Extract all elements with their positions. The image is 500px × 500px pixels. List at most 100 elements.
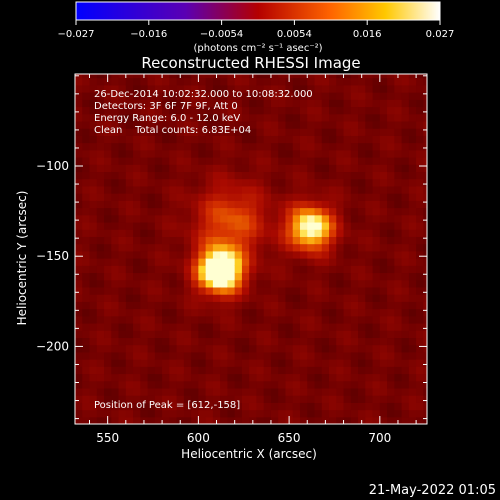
heatmap-cell [96, 200, 105, 209]
heatmap-cell [307, 128, 316, 136]
heatmap-cell [314, 128, 323, 136]
heatmap-cell [154, 164, 163, 173]
heatmap-cell [358, 279, 366, 288]
heatmap-cell [387, 409, 395, 418]
heatmap-cell [125, 308, 134, 317]
heatmap-cell [140, 178, 149, 187]
heatmap-cell [125, 221, 134, 230]
heatmap-cell [299, 416, 308, 424]
plot-frame [74, 73, 428, 425]
heatmap-cell [118, 351, 127, 360]
heatmap-cell [249, 113, 258, 122]
heatmap-cell [162, 243, 170, 252]
heatmap-cell [256, 337, 265, 346]
heatmap-cell [314, 402, 323, 411]
heatmap-cell [176, 193, 185, 201]
heatmap-cell [147, 359, 156, 367]
heatmap-cell [176, 135, 185, 144]
heatmap-cell [256, 99, 265, 108]
heatmap-cell [183, 416, 192, 424]
heatmap-cell [321, 142, 330, 151]
heatmap-cell [133, 409, 141, 418]
heatmap-cell [423, 322, 427, 331]
heatmap-cell [408, 74, 417, 79]
heatmap-cell [343, 171, 352, 180]
heatmap-cell [394, 128, 403, 136]
heatmap-cell [234, 200, 243, 209]
heatmap-cell [75, 120, 83, 129]
heatmap-cell [104, 387, 112, 396]
heatmap-cell [234, 395, 243, 403]
heatmap-cell [278, 221, 287, 230]
heatmap-cell [234, 171, 243, 180]
heatmap-cell [249, 221, 258, 230]
heatmap-cell [183, 207, 192, 216]
heatmap-cell [387, 221, 395, 230]
heatmap-cell [220, 359, 229, 367]
heatmap-cell [191, 207, 199, 216]
heatmap-cell [205, 330, 214, 339]
heatmap-cell [299, 178, 308, 187]
heatmap-cell [220, 373, 229, 382]
heatmap-cell [96, 84, 105, 93]
heatmap-cell [299, 279, 308, 288]
heatmap-cell [292, 92, 301, 100]
heatmap-cell [82, 416, 91, 424]
heatmap-cell [169, 142, 178, 151]
heatmap-cell [292, 387, 301, 396]
heatmap-cell [176, 178, 185, 187]
heatmap-cell [169, 265, 178, 274]
heatmap-cell [125, 373, 134, 382]
heatmap-cell [75, 395, 83, 403]
heatmap-cell [133, 171, 141, 180]
heatmap-cell [183, 74, 192, 79]
heatmap-cell [147, 193, 156, 201]
heatmap-cell [75, 265, 83, 274]
heatmap-cell [292, 359, 301, 367]
heatmap-cell [162, 185, 170, 194]
heatmap-cell [314, 308, 323, 317]
heatmap-cell [379, 330, 388, 339]
heatmap-cell [285, 258, 294, 266]
heatmap-cell [336, 156, 345, 165]
heatmap-cell [263, 308, 272, 317]
heatmap-cell [154, 344, 163, 353]
heatmap-cell [162, 258, 170, 266]
heatmap-cell [423, 178, 427, 187]
heatmap-cell [212, 250, 221, 259]
heatmap-cell [125, 149, 134, 158]
heatmap-cell [241, 330, 250, 339]
heatmap-cell [394, 92, 403, 100]
heatmap-cell [191, 359, 199, 367]
heatmap-cell [154, 236, 163, 245]
heatmap-cell [394, 322, 403, 331]
heatmap-cell [133, 185, 141, 194]
heatmap-cell [241, 171, 250, 180]
heatmap-cell [133, 380, 141, 389]
heatmap-cell [75, 330, 83, 339]
heatmap-cell [75, 106, 83, 115]
heatmap-cell [423, 149, 427, 158]
heatmap-cell [416, 149, 424, 158]
heatmap-cell [234, 236, 243, 245]
heatmap-cell [329, 200, 337, 209]
heatmap-cell [169, 373, 178, 382]
heatmap-cell [365, 279, 374, 288]
heatmap-cell [372, 193, 381, 201]
heatmap-cell [220, 409, 229, 418]
heatmap-cell [401, 395, 410, 403]
heatmap-cell [111, 229, 120, 237]
heatmap-cell [140, 387, 149, 396]
heatmap-cell [154, 92, 163, 100]
heatmap-cell [96, 409, 105, 418]
heatmap-cell [358, 185, 366, 194]
heatmap-cell [321, 149, 330, 158]
heatmap-cell [162, 171, 170, 180]
heatmap-cell [191, 74, 199, 79]
heatmap-cell [125, 286, 134, 295]
heatmap-cell [198, 200, 207, 209]
heatmap-cell [220, 286, 229, 295]
heatmap-cell [154, 120, 163, 129]
heatmap-cell [227, 193, 236, 201]
heatmap-cell [82, 387, 91, 396]
